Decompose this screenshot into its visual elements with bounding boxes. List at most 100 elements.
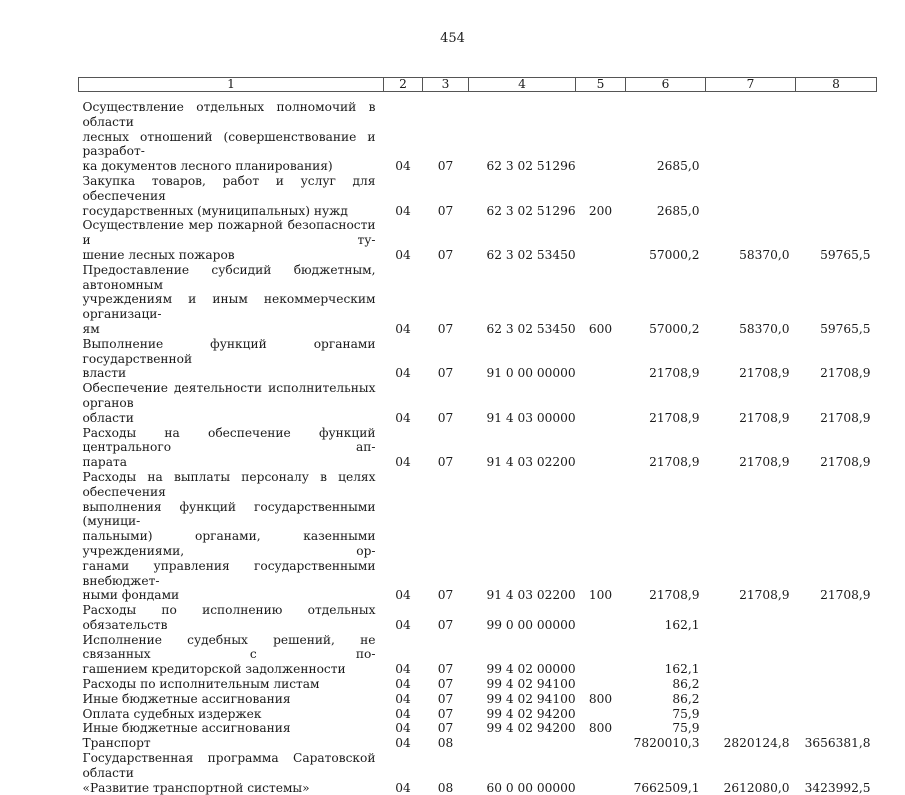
table-header-row: 1 2 3 4 5 6 7 8 <box>78 77 877 92</box>
cell-c6: 21708,9 <box>649 410 700 425</box>
cell-c8 <box>796 92 877 174</box>
description-line: шение лесных пожаров <box>82 247 235 262</box>
cell-c3: 07 <box>437 159 454 174</box>
description-line: Обеспечение деятельности исполнительных … <box>82 381 376 410</box>
cell-c3: 07 <box>437 247 454 262</box>
cell-c5 <box>576 736 626 751</box>
cell-c5: 600 <box>588 321 613 336</box>
row-description: Закупка товаров, работ и услуг для обесп… <box>79 174 384 218</box>
cell-c4: 91 4 03 02200 <box>486 455 576 470</box>
description-line: Осуществление мер пожарной безопасности … <box>82 218 376 248</box>
cell-c7: 58370,0 <box>739 247 790 262</box>
cell-c3: 07 <box>437 455 454 470</box>
table-row: Оплата судебных издержек 04 07 99 4 02 9420… <box>79 707 877 722</box>
description-line: Расходы по исполнению отдельных обязател… <box>82 603 376 632</box>
cell-c5: 200 <box>588 203 613 218</box>
cell-c2: 04 <box>395 780 411 795</box>
cell-c5 <box>576 677 626 692</box>
cell-c3: 07 <box>437 677 454 692</box>
column-header: 8 <box>795 77 877 92</box>
table-row: Предоставление субсидий бюджетным, автон… <box>79 263 877 337</box>
table-row: Исполнение судебных решений, не связанны… <box>79 633 877 677</box>
cell-c5: 100 <box>588 588 613 603</box>
cell-c8 <box>796 721 877 736</box>
cell-c5: 800 <box>588 721 613 736</box>
row-description: Обеспечение деятельности исполнительных … <box>79 381 384 425</box>
cell-c3: 07 <box>437 691 454 706</box>
cell-c6: 57000,2 <box>649 321 700 336</box>
table-row: Расходы по исполнению отдельных обязател… <box>79 603 877 633</box>
cell-c8: 3656381,8 <box>804 736 871 751</box>
cell-c7 <box>706 677 796 692</box>
cell-c3: 07 <box>437 662 454 677</box>
budget-table: 1 2 3 4 5 6 7 8 Осуществление отдельных … <box>78 77 877 795</box>
table-row: Иные бюджетные ассигнования 04 07 99 4 02 9… <box>79 721 877 736</box>
cell-c6: 2685,0 <box>656 203 700 218</box>
cell-c7 <box>706 92 796 174</box>
cell-c2: 04 <box>395 706 411 721</box>
cell-c3: 07 <box>437 706 454 721</box>
cell-c3: 07 <box>437 410 454 425</box>
cell-c2: 04 <box>395 247 411 262</box>
description-line: Расходы на выплаты персоналу в целях обе… <box>82 469 376 499</box>
cell-c4: 99 4 02 94200 <box>486 706 576 721</box>
row-description: Иные бюджетные ассигнования <box>79 692 384 707</box>
cell-c3: 08 <box>437 736 454 751</box>
cell-c3: 07 <box>437 617 454 632</box>
description-line: «Развитие транспортной системы» <box>82 780 310 795</box>
cell-c7: 21708,9 <box>739 366 790 381</box>
cell-c5 <box>576 218 626 262</box>
column-header: 5 <box>575 77 626 92</box>
row-description: Транспорт <box>79 736 384 751</box>
table-row: Выполнение функций органами государствен… <box>79 337 877 381</box>
cell-c2: 04 <box>395 410 411 425</box>
cell-c8: 21708,9 <box>820 588 871 603</box>
cell-c7 <box>706 692 796 707</box>
description-line: Государственная программа Саратовской об… <box>82 751 376 780</box>
table-row: Осуществление мер пожарной безопасности … <box>79 218 877 262</box>
cell-c6: 86,2 <box>672 677 700 692</box>
description-line: ными фондами <box>82 588 180 603</box>
cell-c5 <box>576 707 626 722</box>
description-line: ка документов лесного планирования) <box>82 159 333 174</box>
description-line: Иные бюджетные ассигнования <box>82 721 291 736</box>
table-row: Расходы на выплаты персоналу в целях обе… <box>79 470 877 603</box>
cell-c6: 21708,9 <box>649 366 700 381</box>
description-line: Оплата судебных издержек <box>82 706 262 721</box>
table-row: Транспорт 04 08 7820010,3 2820124,8 3656381,8 <box>79 736 877 751</box>
cell-c2: 04 <box>395 691 411 706</box>
page-number: 454 <box>440 31 465 46</box>
description-line: гашением кредиторской задолженности <box>82 662 346 677</box>
cell-c3: 07 <box>437 721 454 736</box>
cell-c4: 62 3 02 53450 <box>486 247 576 262</box>
cell-c5 <box>576 337 626 381</box>
cell-c4: 62 3 02 51296 <box>486 203 576 218</box>
cell-c6: 2685,0 <box>656 159 700 174</box>
cell-c7 <box>706 707 796 722</box>
description-line: государственных (муниципальных) нужд <box>82 203 348 218</box>
row-description: Выполнение функций органами государствен… <box>79 337 384 381</box>
cell-c7: 21708,9 <box>739 588 790 603</box>
row-description: Расходы по исполнительным листам <box>79 677 384 692</box>
row-description: Исполнение судебных решений, не связанны… <box>79 633 384 677</box>
column-header: 4 <box>468 77 576 92</box>
row-description: Расходы на выплаты персоналу в целях обе… <box>79 470 384 603</box>
cell-c8: 59765,5 <box>820 321 871 336</box>
cell-c8 <box>796 174 877 218</box>
row-description: Оплата судебных издержек <box>79 707 384 722</box>
column-header: 3 <box>422 77 469 92</box>
description-line: ям <box>82 321 100 336</box>
cell-c8 <box>796 677 877 692</box>
cell-c2: 04 <box>395 662 411 677</box>
cell-c8: 3423992,5 <box>804 780 871 795</box>
table-row: Расходы на обеспечение функций центральн… <box>79 426 877 470</box>
description-line: выполнения функций государственными (мун… <box>82 499 376 529</box>
description-line: области <box>82 410 134 425</box>
description-line: учреждениям и иным некоммерческим органи… <box>82 292 376 322</box>
cell-c4: 62 3 02 51296 <box>486 159 576 174</box>
cell-c5 <box>576 92 626 174</box>
cell-c7 <box>706 633 796 677</box>
cell-c4: 99 4 02 94100 <box>486 691 576 706</box>
description-line: Транспорт <box>82 736 151 751</box>
cell-c7: 2820124,8 <box>723 736 790 751</box>
